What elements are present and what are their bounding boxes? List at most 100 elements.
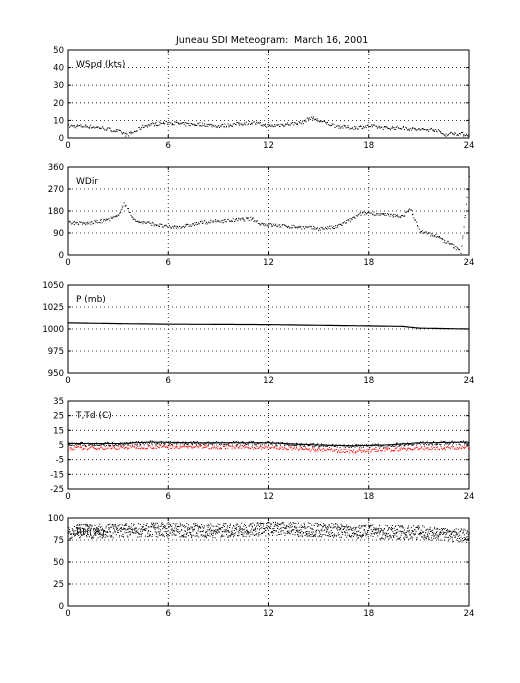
data-point — [408, 444, 410, 445]
data-point — [173, 443, 175, 445]
data-point — [141, 526, 143, 527]
data-point — [200, 444, 202, 446]
data-point — [303, 445, 305, 447]
data-point — [274, 125, 276, 127]
data-point — [109, 531, 111, 532]
data-point — [228, 445, 230, 447]
data-point — [283, 125, 284, 127]
data-point — [429, 449, 431, 450]
data-point — [379, 524, 380, 526]
data-point — [289, 446, 291, 448]
data-point — [267, 225, 269, 227]
data-point — [219, 221, 221, 223]
data-point — [124, 523, 126, 525]
data-point — [117, 530, 119, 531]
data-point — [292, 121, 294, 123]
data-point — [209, 222, 211, 224]
data-point — [138, 222, 140, 223]
data-point — [169, 535, 171, 537]
data-point — [181, 534, 183, 536]
data-point — [229, 124, 231, 126]
data-point — [75, 533, 77, 535]
data-point — [112, 445, 114, 447]
data-point — [454, 132, 456, 134]
data-point — [99, 533, 100, 534]
data-point — [276, 525, 278, 527]
data-point — [232, 532, 234, 534]
data-point — [125, 204, 127, 206]
data-point — [188, 531, 190, 533]
data-point — [369, 212, 371, 214]
data-point — [239, 124, 241, 126]
data-point — [463, 534, 465, 536]
data-point — [430, 530, 432, 532]
chart-title-date: March 16, 2001 — [294, 35, 368, 46]
data-point — [357, 128, 359, 130]
x-tick-label: 6 — [166, 492, 171, 502]
data-point — [275, 444, 276, 446]
data-point — [417, 528, 419, 530]
data-point — [436, 532, 437, 533]
data-point — [80, 221, 82, 223]
data-point — [155, 522, 157, 524]
data-point — [168, 527, 170, 529]
data-point — [423, 526, 425, 528]
data-point — [87, 448, 89, 450]
data-point — [143, 221, 145, 223]
data-point — [298, 530, 300, 532]
data-point — [432, 129, 434, 131]
data-point — [281, 446, 283, 448]
data-point — [115, 526, 117, 528]
data-point — [432, 446, 434, 448]
data-point — [158, 447, 160, 449]
data-point — [348, 446, 350, 448]
data-point — [276, 534, 278, 536]
data-point — [436, 444, 438, 446]
data-point — [299, 445, 301, 447]
data-point — [95, 221, 97, 223]
data-point — [204, 123, 206, 125]
data-point — [327, 445, 328, 447]
data-point — [455, 246, 457, 247]
data-point — [245, 446, 247, 448]
data-point — [325, 528, 327, 530]
data-point — [285, 526, 287, 528]
data-point — [181, 226, 183, 228]
data-point — [338, 450, 340, 452]
data-point — [147, 124, 149, 126]
data-point — [158, 534, 160, 536]
data-point — [195, 525, 197, 527]
data-point — [259, 528, 261, 529]
data-point — [376, 444, 378, 446]
data-point — [119, 527, 121, 529]
data-point — [396, 529, 398, 531]
data-point — [306, 117, 308, 119]
data-point — [154, 125, 155, 127]
data-point — [233, 441, 234, 443]
data-point — [124, 528, 126, 529]
data-point — [440, 532, 442, 534]
data-point — [83, 126, 85, 128]
data-point — [261, 222, 263, 224]
data-point — [248, 441, 250, 443]
data-point — [430, 127, 432, 129]
data-point — [114, 525, 116, 527]
data-point — [277, 124, 279, 126]
data-point — [258, 523, 260, 525]
data-point — [333, 524, 335, 526]
data-point — [418, 443, 420, 445]
data-point — [317, 120, 318, 122]
data-point — [109, 444, 111, 446]
data-point — [326, 527, 328, 529]
data-point — [461, 445, 463, 447]
data-point — [223, 523, 225, 525]
y-tick-label: 950 — [48, 369, 64, 379]
data-point — [229, 220, 231, 222]
data-point — [454, 132, 456, 134]
data-point — [274, 124, 276, 126]
data-point — [76, 446, 78, 448]
data-point — [235, 524, 237, 526]
data-point — [282, 530, 284, 532]
data-point — [357, 526, 359, 528]
